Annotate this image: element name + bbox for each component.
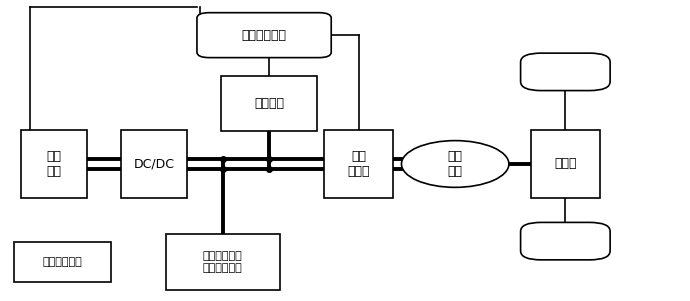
Text: 车辆附件总成
燃料电池附件: 车辆附件总成 燃料电池附件	[203, 251, 243, 273]
Text: 整车控制系统: 整车控制系统	[241, 29, 286, 42]
Bar	[14, 242, 111, 282]
Circle shape	[402, 141, 509, 187]
Bar	[166, 234, 279, 290]
Text: 电机
控制器: 电机 控制器	[348, 150, 370, 178]
Text: 驱动
电机: 驱动 电机	[448, 150, 463, 178]
FancyBboxPatch shape	[520, 222, 610, 260]
Text: 燃料
电池: 燃料 电池	[46, 150, 61, 178]
Bar	[121, 129, 186, 198]
FancyBboxPatch shape	[197, 13, 331, 57]
Text: 驱动桥: 驱动桥	[554, 157, 577, 170]
Bar	[221, 76, 317, 131]
Bar	[531, 129, 600, 198]
Text: DC/DC: DC/DC	[133, 157, 175, 170]
Bar	[324, 129, 393, 198]
Text: 动力电池: 动力电池	[254, 97, 284, 110]
FancyBboxPatch shape	[520, 53, 610, 91]
Text: 储氢供氢系统: 储氢供氢系统	[43, 257, 83, 267]
Bar	[21, 129, 87, 198]
